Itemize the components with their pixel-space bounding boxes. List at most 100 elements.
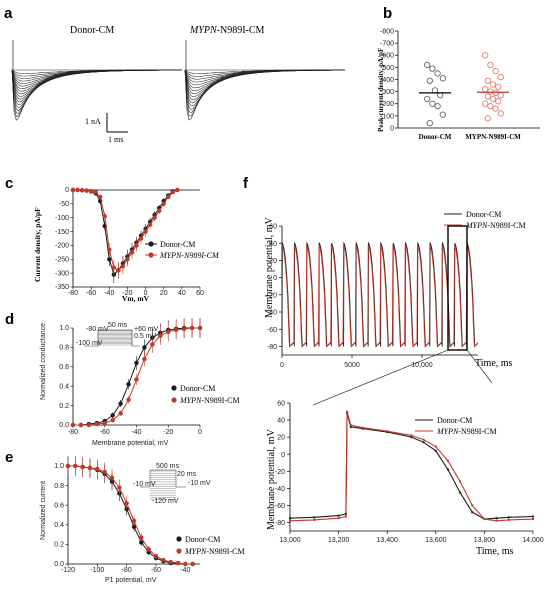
panel-e-ylabel: Normalized current [40,481,47,540]
d-point [126,382,131,387]
e-point [124,501,129,506]
e-xtick-label: -120 [61,567,75,574]
e-point [139,540,144,545]
b-ytick-label: -400 [380,77,394,84]
c-point [156,208,162,213]
e-xtick-label: -60 [151,567,161,574]
c-ytick-label: -150 [55,229,69,236]
c-ytick-label: -50 [59,201,69,208]
e-point [131,518,137,524]
panel-d-ylabel: Normalized conductance [40,323,47,400]
b-point [484,115,491,122]
c-point [161,201,166,207]
fb-xtick-label: 13,000 [279,537,301,544]
panel-a-scalebar-y-label: 1 nA [85,117,101,126]
e-xtick-label: -40 [180,567,190,574]
fb-sample-marker [471,504,474,507]
panel-b-points [419,52,509,127]
fb-xtick-label: 13,800 [474,537,496,544]
panel-f-bottom-ylabel: Membrane potential, mV [266,428,277,530]
panel-d-legend-donor-marker [171,385,177,391]
fb-sample-marker [434,445,437,448]
d-point [118,411,123,416]
fb-sample-marker [349,425,352,428]
d-ytick-label: 0.8 [59,345,69,352]
fb-sample-marker [459,480,462,483]
fb-sample-marker [507,518,510,521]
d-point [158,333,163,338]
panel-e-legend-donor: Donor-CM [185,535,220,544]
panel-f-bottom-xlabel: Time, ms [476,546,514,557]
e-xtick-label: -100 [90,567,104,574]
b-point [492,105,499,112]
ft-ytick-label: -20 [267,292,277,299]
current-trace [11,69,182,87]
ft-ytick-label: -60 [267,327,277,334]
panel-f-top-legend-donor: Donor-CM [466,210,501,219]
c-ytick-label: -300 [55,270,69,277]
panel-a-donor-label: Donor-CM [70,25,114,36]
d-point [94,421,100,427]
e-point [175,560,181,566]
fb-sample-marker [422,438,425,441]
inset-d-label-1: -100 mV [76,340,103,347]
panel-c: c Current density, pA/pF Vm, mV -80 -60 -4… [5,175,220,303]
fb-sample-marker [349,424,352,427]
fb-sample-marker [422,441,425,444]
c-ytick-label: -350 [55,284,69,291]
d-point [197,325,203,331]
b-point [487,103,494,110]
panel-d-xlabel: Membrane potential, mV [92,440,169,447]
b-point [426,77,433,84]
fb-sample-marker [410,434,413,437]
panel-d-curves [70,318,203,428]
b-point [429,100,436,107]
fb-sample-marker [289,519,291,522]
c-series-line [73,189,178,276]
c-xtick-label: -60 [86,290,96,297]
panel-e-protocol-inset: -10 mV -120 mV 500 ms 20 ms -10 mV [133,463,211,505]
b-point [497,92,504,99]
panel-f-zoom-connector-right [466,349,493,384]
panel-d-letter: d [5,311,14,328]
ft-xtick-label: 0 [280,362,284,369]
panel-e-letter: e [5,449,13,466]
fb-sample-marker [386,430,389,433]
d-ytick-label: 0.4 [59,383,69,390]
ft-ytick-label: 20 [269,258,277,265]
d-xtick-label: -20 [163,429,173,436]
inset-e-label-1: -10 mV [133,481,156,488]
inset-d-label-3: +60 mV [134,326,159,333]
fb-ap-trace [289,411,534,522]
b-point [492,89,499,96]
fb-sample-marker [410,436,413,439]
panel-f-top-xlabel: Time, ms [475,358,513,369]
ft-ytick-label: 60 [269,224,277,231]
c-xtick-label: -80 [68,290,78,297]
b-point [492,67,499,75]
fb-sample-marker [289,517,291,520]
c-xtick-label: -40 [104,290,114,297]
ft-ytick-label: -40 [267,310,277,317]
panel-c-legend-mutant: MYPN-N989I-CM [159,251,220,260]
c-point [147,222,153,227]
e-ytick-label: 0.6 [54,502,64,509]
e-point [190,561,195,567]
current-trace [11,69,182,121]
e-series-line [68,465,193,565]
panel-f-top-axes: 0 5000 10,000 60 40 20 0 -20 -40 -60 -80 [267,224,478,369]
panel-e-legend-donor-marker [176,536,182,542]
current-trace [184,69,345,110]
e-point [65,463,71,469]
c-point [107,247,112,252]
panel-f: f Membrane potential, mV Time, ms 0 5000 1… [243,175,544,557]
e-point [183,561,188,567]
fb-ytick-label: 60 [277,401,285,408]
panel-c-ylabel: Current density, pA/pF [33,207,42,282]
fb-xtick-label: 14,000 [522,537,544,544]
b-point [434,70,441,77]
c-point [166,194,171,200]
fb-xtick-label: 13,600 [425,537,447,544]
d-point [142,356,147,362]
ft-ytick-label: -80 [267,344,277,351]
